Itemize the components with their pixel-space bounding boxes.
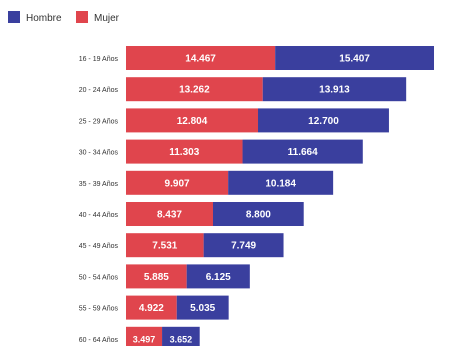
bar-hombre: [262, 77, 407, 102]
bar-mujer: [126, 295, 177, 320]
category-label: 25 - 29 Años: [79, 118, 119, 125]
bar-hombre: [258, 108, 389, 133]
bars: 16 - 19 Años 14.467 15.407 20 - 24 Años 13.2…: [79, 46, 435, 346]
bar-mujer: [126, 202, 213, 226]
data-label-mujer: 3.497: [133, 334, 156, 344]
bar-mujer: [126, 233, 204, 258]
bar-mujer: [126, 77, 263, 102]
data-label-mujer: 9.907: [165, 178, 190, 189]
bar-mujer: [126, 170, 229, 195]
bar-hombre: [203, 233, 284, 258]
data-label-hombre: 12.700: [308, 116, 339, 127]
bar-mujer: [126, 139, 243, 164]
bar-hombre: [186, 264, 250, 289]
bar-mujer: [126, 264, 187, 289]
category-label: 45 - 49 Años: [79, 243, 119, 250]
data-label-hombre: 10.184: [265, 178, 296, 189]
bar-hombre: [212, 202, 304, 226]
legend-swatch-hombre: [8, 11, 20, 23]
data-label-mujer: 12.804: [177, 116, 208, 127]
bar-mujer: [126, 326, 163, 346]
category-label: 16 - 19 Años: [79, 56, 119, 63]
data-label-hombre: 3.652: [170, 334, 193, 344]
data-label-mujer: 14.467: [185, 54, 216, 65]
data-label-mujer: 5.885: [144, 272, 169, 283]
data-label-mujer: 13.262: [179, 85, 210, 96]
bar-hombre: [228, 170, 334, 195]
data-label-hombre: 13.913: [319, 85, 350, 96]
data-label-mujer: 11.303: [169, 147, 199, 158]
category-label: 60 - 64 Años: [79, 337, 119, 344]
bar-hombre: [275, 46, 435, 70]
bar-hombre: [242, 139, 363, 164]
bar-mujer: [126, 108, 259, 133]
data-label-hombre: 15.407: [339, 54, 370, 65]
data-label-hombre: 11.664: [288, 147, 318, 158]
legend: Hombre Mujer: [8, 11, 120, 24]
data-label-hombre: 7.749: [231, 241, 256, 252]
legend-label-hombre: Hombre: [26, 13, 62, 24]
legend-swatch-mujer: [76, 11, 88, 23]
data-label-mujer: 8.437: [157, 210, 182, 221]
data-label-hombre: 6.125: [206, 272, 231, 283]
data-label-mujer: 7.531: [152, 241, 177, 252]
category-label: 30 - 34 Años: [79, 150, 119, 157]
data-label-mujer: 4.922: [139, 303, 164, 314]
data-label-hombre: 5.035: [190, 303, 215, 314]
bar-hombre: [176, 295, 229, 320]
category-label: 20 - 24 Años: [79, 87, 119, 94]
category-label: 55 - 59 Años: [79, 306, 119, 313]
bar-hombre: [162, 326, 200, 346]
category-label: 50 - 54 Años: [79, 274, 119, 281]
category-label: 40 - 44 Años: [79, 212, 119, 219]
legend-label-mujer: Mujer: [94, 13, 120, 24]
data-label-hombre: 8.800: [246, 210, 271, 221]
category-label: 35 - 39 Años: [79, 181, 119, 188]
bar-mujer: [126, 46, 276, 70]
